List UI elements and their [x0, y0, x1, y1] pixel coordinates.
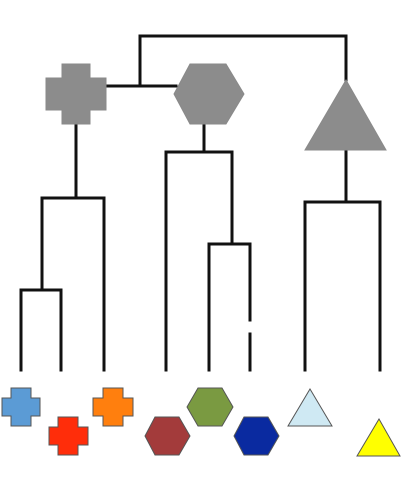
- hexagon-subtree-branches: [166, 124, 250, 370]
- green-hexagon-leaf-icon: [187, 388, 233, 426]
- triangle-node-icon: [305, 80, 386, 150]
- hexagon-node-icon: [174, 64, 244, 124]
- yellow-triangle-leaf-icon: [357, 419, 400, 456]
- cross-subtree-branches: [21, 124, 104, 370]
- orange-cross-leaf-icon: [93, 388, 133, 426]
- brown-hexagon-leaf-icon: [145, 417, 190, 455]
- blue-cross-leaf-icon: [2, 388, 40, 426]
- darkblue-hexagon-leaf-icon: [234, 417, 279, 455]
- lightblue-triangle-leaf-icon: [288, 389, 332, 426]
- red-cross-leaf-icon: [49, 417, 88, 455]
- triangle-subtree-branches: [305, 150, 380, 370]
- cross-node-icon: [46, 64, 106, 124]
